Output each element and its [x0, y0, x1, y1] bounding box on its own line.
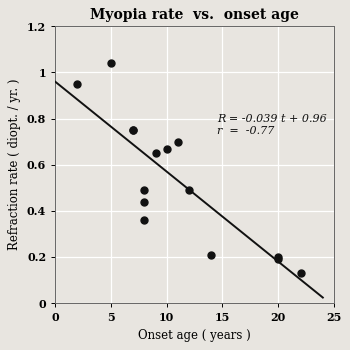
Point [75, 81, 80, 87]
Point [142, 217, 147, 223]
Y-axis label: Refraction rate ( diopt. / yr. ): Refraction rate ( diopt. / yr. ) [8, 79, 21, 251]
Point [209, 252, 214, 258]
Point [164, 146, 169, 151]
X-axis label: Onset age ( years ): Onset age ( years ) [138, 329, 251, 342]
Point [108, 61, 114, 66]
Text: R = -0.039 t + 0.96
r  =  -0.77: R = -0.039 t + 0.96 r = -0.77 [217, 114, 327, 135]
Point [275, 257, 281, 262]
Point [131, 127, 136, 133]
Point [298, 270, 303, 276]
Point [131, 127, 136, 133]
Title: Myopia rate  vs.  onset age: Myopia rate vs. onset age [90, 8, 299, 22]
Point [142, 199, 147, 204]
Point [275, 254, 281, 260]
Point [153, 150, 158, 156]
Point [142, 187, 147, 193]
Point [186, 187, 192, 193]
Point [175, 139, 181, 145]
